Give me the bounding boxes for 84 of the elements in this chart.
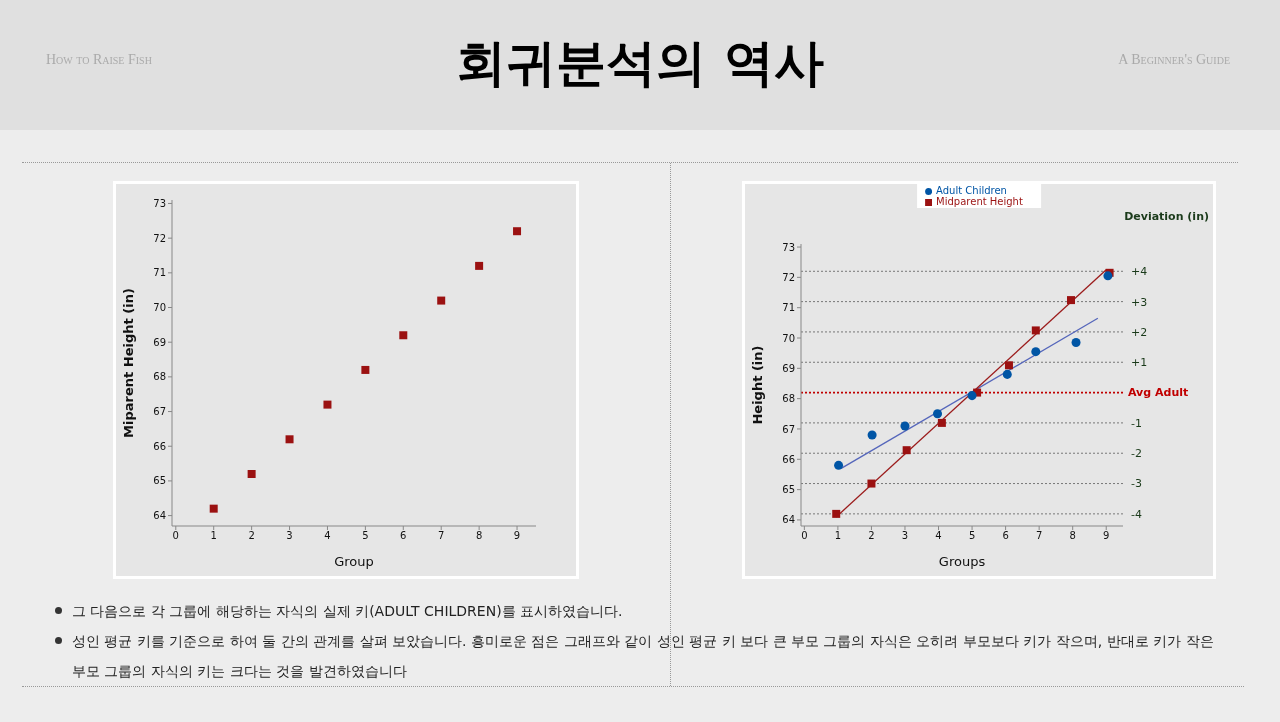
x-tick-label: 2 xyxy=(248,530,255,542)
legend-label: Adult Children xyxy=(936,185,1007,196)
x-tick-label: 7 xyxy=(438,530,445,542)
x-tick-label: 7 xyxy=(1035,530,1043,542)
y-tick-label: 68 xyxy=(153,371,166,383)
y-tick-label: 64 xyxy=(153,510,166,522)
y-tick-label: 70 xyxy=(782,332,795,344)
x-tick-label: 0 xyxy=(801,530,808,542)
y-tick-label: 72 xyxy=(782,271,795,283)
y-tick-label: 67 xyxy=(153,406,166,418)
y-tick-label: 66 xyxy=(782,453,795,465)
x-tick-label: 1 xyxy=(210,530,217,542)
y-tick-label: 73 xyxy=(782,241,795,253)
point xyxy=(933,409,943,419)
y-tick-label: 71 xyxy=(782,302,795,314)
point xyxy=(399,331,408,340)
y2-tick-label: +4 xyxy=(1131,265,1148,279)
ref-line-label: Avg Adult xyxy=(1128,386,1189,400)
legend-label: Midparent Height xyxy=(936,196,1023,207)
y-tick-label: 64 xyxy=(782,514,795,526)
x-tick-label: 2 xyxy=(868,530,875,542)
y-tick-label: 65 xyxy=(782,484,795,496)
y-tick-label: 66 xyxy=(153,440,166,452)
point xyxy=(1071,338,1081,348)
point xyxy=(1004,361,1013,370)
point xyxy=(1031,347,1041,357)
y-axis-title: Height (in) xyxy=(749,345,765,425)
y2-tick-label: +3 xyxy=(1131,295,1148,309)
y-tick-label: 68 xyxy=(782,393,795,405)
x-tick-label: 6 xyxy=(400,530,407,542)
point xyxy=(867,479,876,488)
x-tick-label: 9 xyxy=(513,530,521,542)
x-tick-label: 9 xyxy=(1103,530,1110,542)
point xyxy=(323,400,332,409)
point xyxy=(437,296,446,305)
y-tick-label: 71 xyxy=(153,267,166,279)
point xyxy=(475,261,484,270)
x-tick-label: 8 xyxy=(475,530,483,542)
point xyxy=(247,469,256,478)
x-tick-label: 4 xyxy=(324,530,331,542)
y-tick-label: 69 xyxy=(782,362,795,374)
x-tick-label: 5 xyxy=(362,530,369,542)
x-tick-label: 0 xyxy=(172,530,179,542)
y-tick-label: 72 xyxy=(153,232,166,244)
x-tick-label: 3 xyxy=(901,530,909,542)
y-tick-label: 73 xyxy=(153,198,166,210)
text: 성인 평균 키를 기준으로 하여 둘 간의 관계를 살펴 보았습니다. 흥미로운 점은 그래프와 같이 성인 평균 키 보다 큰 부모 그룹의 자식은 오히려 부모보다 키가 작으며, 반대로 키가 작은 부모 그룹의 자식의 키는 크다는 것을 발견하였습니다 xyxy=(72,632,1215,681)
text: 그 다음으로 각 그룹에 해당하는 자식의 실제 키(ADULT CHILDREN)를 표시하였습니다. xyxy=(72,602,623,621)
y2-tick-label: -4 xyxy=(1131,507,1142,521)
point xyxy=(1002,369,1012,379)
x-axis-title: Group xyxy=(334,554,374,569)
x-tick-label: 3 xyxy=(286,530,293,542)
y2-tick-label: +1 xyxy=(1131,356,1148,370)
x-tick-label: 6 xyxy=(1002,530,1009,542)
y-axis-title: Miparent Height (in) xyxy=(120,288,136,438)
y-tick-label: 70 xyxy=(153,302,166,314)
point xyxy=(361,365,370,374)
point xyxy=(513,227,522,236)
x-axis-title: Groups xyxy=(938,554,986,569)
x-tick-label: 4 xyxy=(935,530,942,542)
x-tick-label: 8 xyxy=(1069,530,1076,542)
y2-tick-label: -2 xyxy=(1131,447,1142,461)
point xyxy=(209,504,218,513)
point xyxy=(900,421,910,431)
y2-tick-label: -3 xyxy=(1131,477,1142,491)
point xyxy=(937,418,946,427)
x-tick-label: 1 xyxy=(834,530,842,542)
point xyxy=(1067,296,1076,305)
point xyxy=(1103,271,1113,281)
y2-tick-label: +2 xyxy=(1131,325,1148,339)
point xyxy=(902,446,911,455)
y2-axis-title: Deviation (in) xyxy=(1124,210,1209,223)
x-tick-label: 5 xyxy=(968,530,976,542)
point xyxy=(285,435,294,444)
y-tick-label: 67 xyxy=(782,423,795,435)
text: 회귀분석의 역사 xyxy=(456,34,824,92)
point xyxy=(834,460,844,470)
y2-tick-label: -1 xyxy=(1131,416,1142,430)
point xyxy=(967,391,977,401)
point xyxy=(1031,326,1040,335)
y-tick-label: 69 xyxy=(153,336,166,348)
point xyxy=(867,430,877,440)
y-tick-label: 65 xyxy=(153,475,166,487)
point xyxy=(832,509,841,518)
